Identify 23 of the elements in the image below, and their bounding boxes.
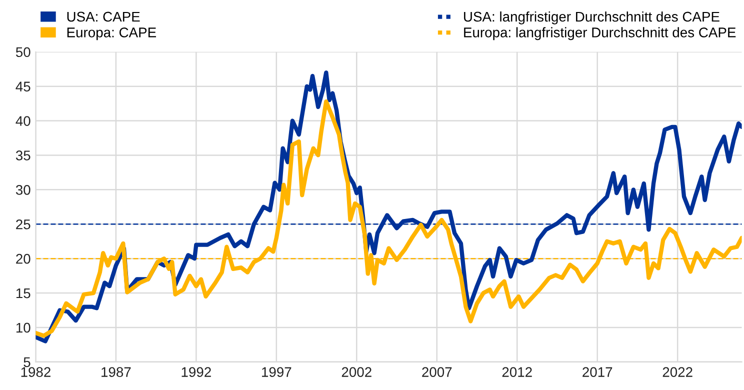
y-tick-label: 10	[16, 322, 30, 333]
legend-label: USA: CAPE	[67, 12, 140, 22]
legend-label: USA: langfristiger Durchschnitt des CAPE	[464, 11, 720, 24]
x-tick-label: 1982	[21, 367, 50, 377]
y-tick-label: 30	[16, 185, 30, 195]
x-tick-label: 1987	[102, 367, 131, 377]
y-tick-label: 35	[16, 150, 30, 160]
x-tick-label: 2007	[422, 367, 452, 377]
legend-label: Europa: CAPE	[67, 28, 156, 40]
y-tick-label: 5	[24, 357, 30, 368]
y-tick-label: 50	[16, 47, 30, 58]
x-tick-label: 2002	[342, 367, 372, 377]
y-tick-label: 25	[16, 219, 30, 230]
x-tick-label: 2017	[582, 367, 612, 377]
x-tick-label: 1992	[182, 367, 211, 377]
y-tick-label: 15	[16, 288, 30, 298]
y-tick-label: 40	[16, 116, 30, 126]
x-tick-label: 2012	[502, 367, 532, 377]
y-tick-label: 20	[16, 254, 30, 264]
legend-label: Europa: langfristiger Durchschnitt des CAPE	[464, 27, 736, 40]
y-tick-label: 45	[16, 82, 30, 92]
x-tick-label: 1997	[262, 367, 292, 377]
x-tick-label: 2022	[662, 367, 692, 377]
